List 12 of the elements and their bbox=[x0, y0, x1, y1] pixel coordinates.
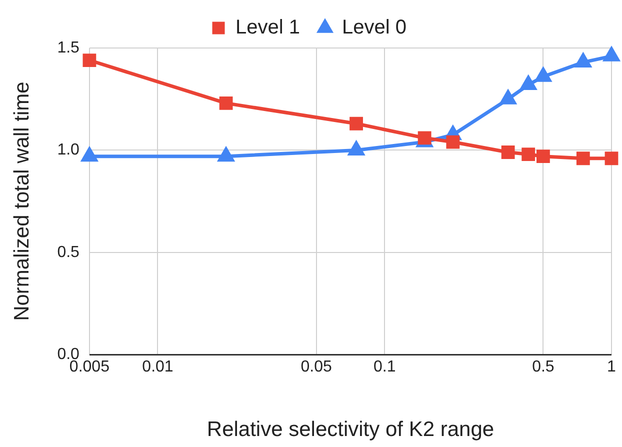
y-tick-label: 1.0 bbox=[57, 142, 80, 159]
x-tick-label: 0.5 bbox=[532, 358, 554, 376]
x-tick-label: 0.01 bbox=[142, 358, 174, 376]
x-tick-label: 0.05 bbox=[300, 358, 332, 376]
legend-label: Level 1 bbox=[236, 16, 300, 39]
x-axis-title: Relative selectivity of K2 range bbox=[206, 418, 494, 442]
x-tick-label: 0.1 bbox=[373, 358, 396, 376]
y-axis-title: Normalized total wall time bbox=[10, 82, 34, 321]
x-tick-label: 1 bbox=[607, 358, 616, 376]
legend-label: Level 0 bbox=[342, 16, 406, 39]
y-tick-label: 0.5 bbox=[57, 244, 80, 261]
y-tick-label: 1.5 bbox=[57, 39, 80, 56]
